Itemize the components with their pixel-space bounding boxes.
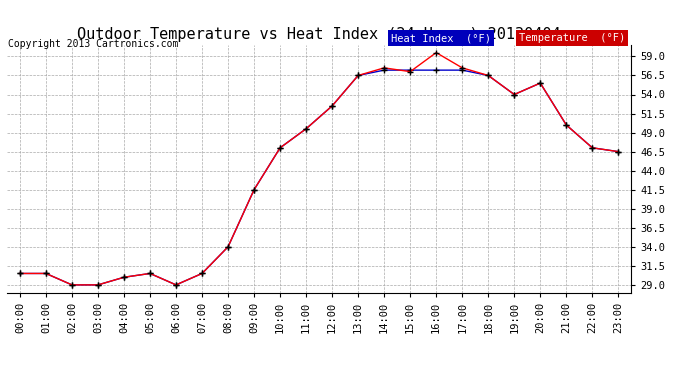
Text: Copyright 2013 Cartronics.com: Copyright 2013 Cartronics.com: [8, 39, 179, 50]
Text: Heat Index  (°F): Heat Index (°F): [391, 33, 491, 43]
Title: Outdoor Temperature vs Heat Index (24 Hours) 20130404: Outdoor Temperature vs Heat Index (24 Ho…: [77, 27, 561, 42]
Text: Temperature  (°F): Temperature (°F): [519, 33, 625, 43]
